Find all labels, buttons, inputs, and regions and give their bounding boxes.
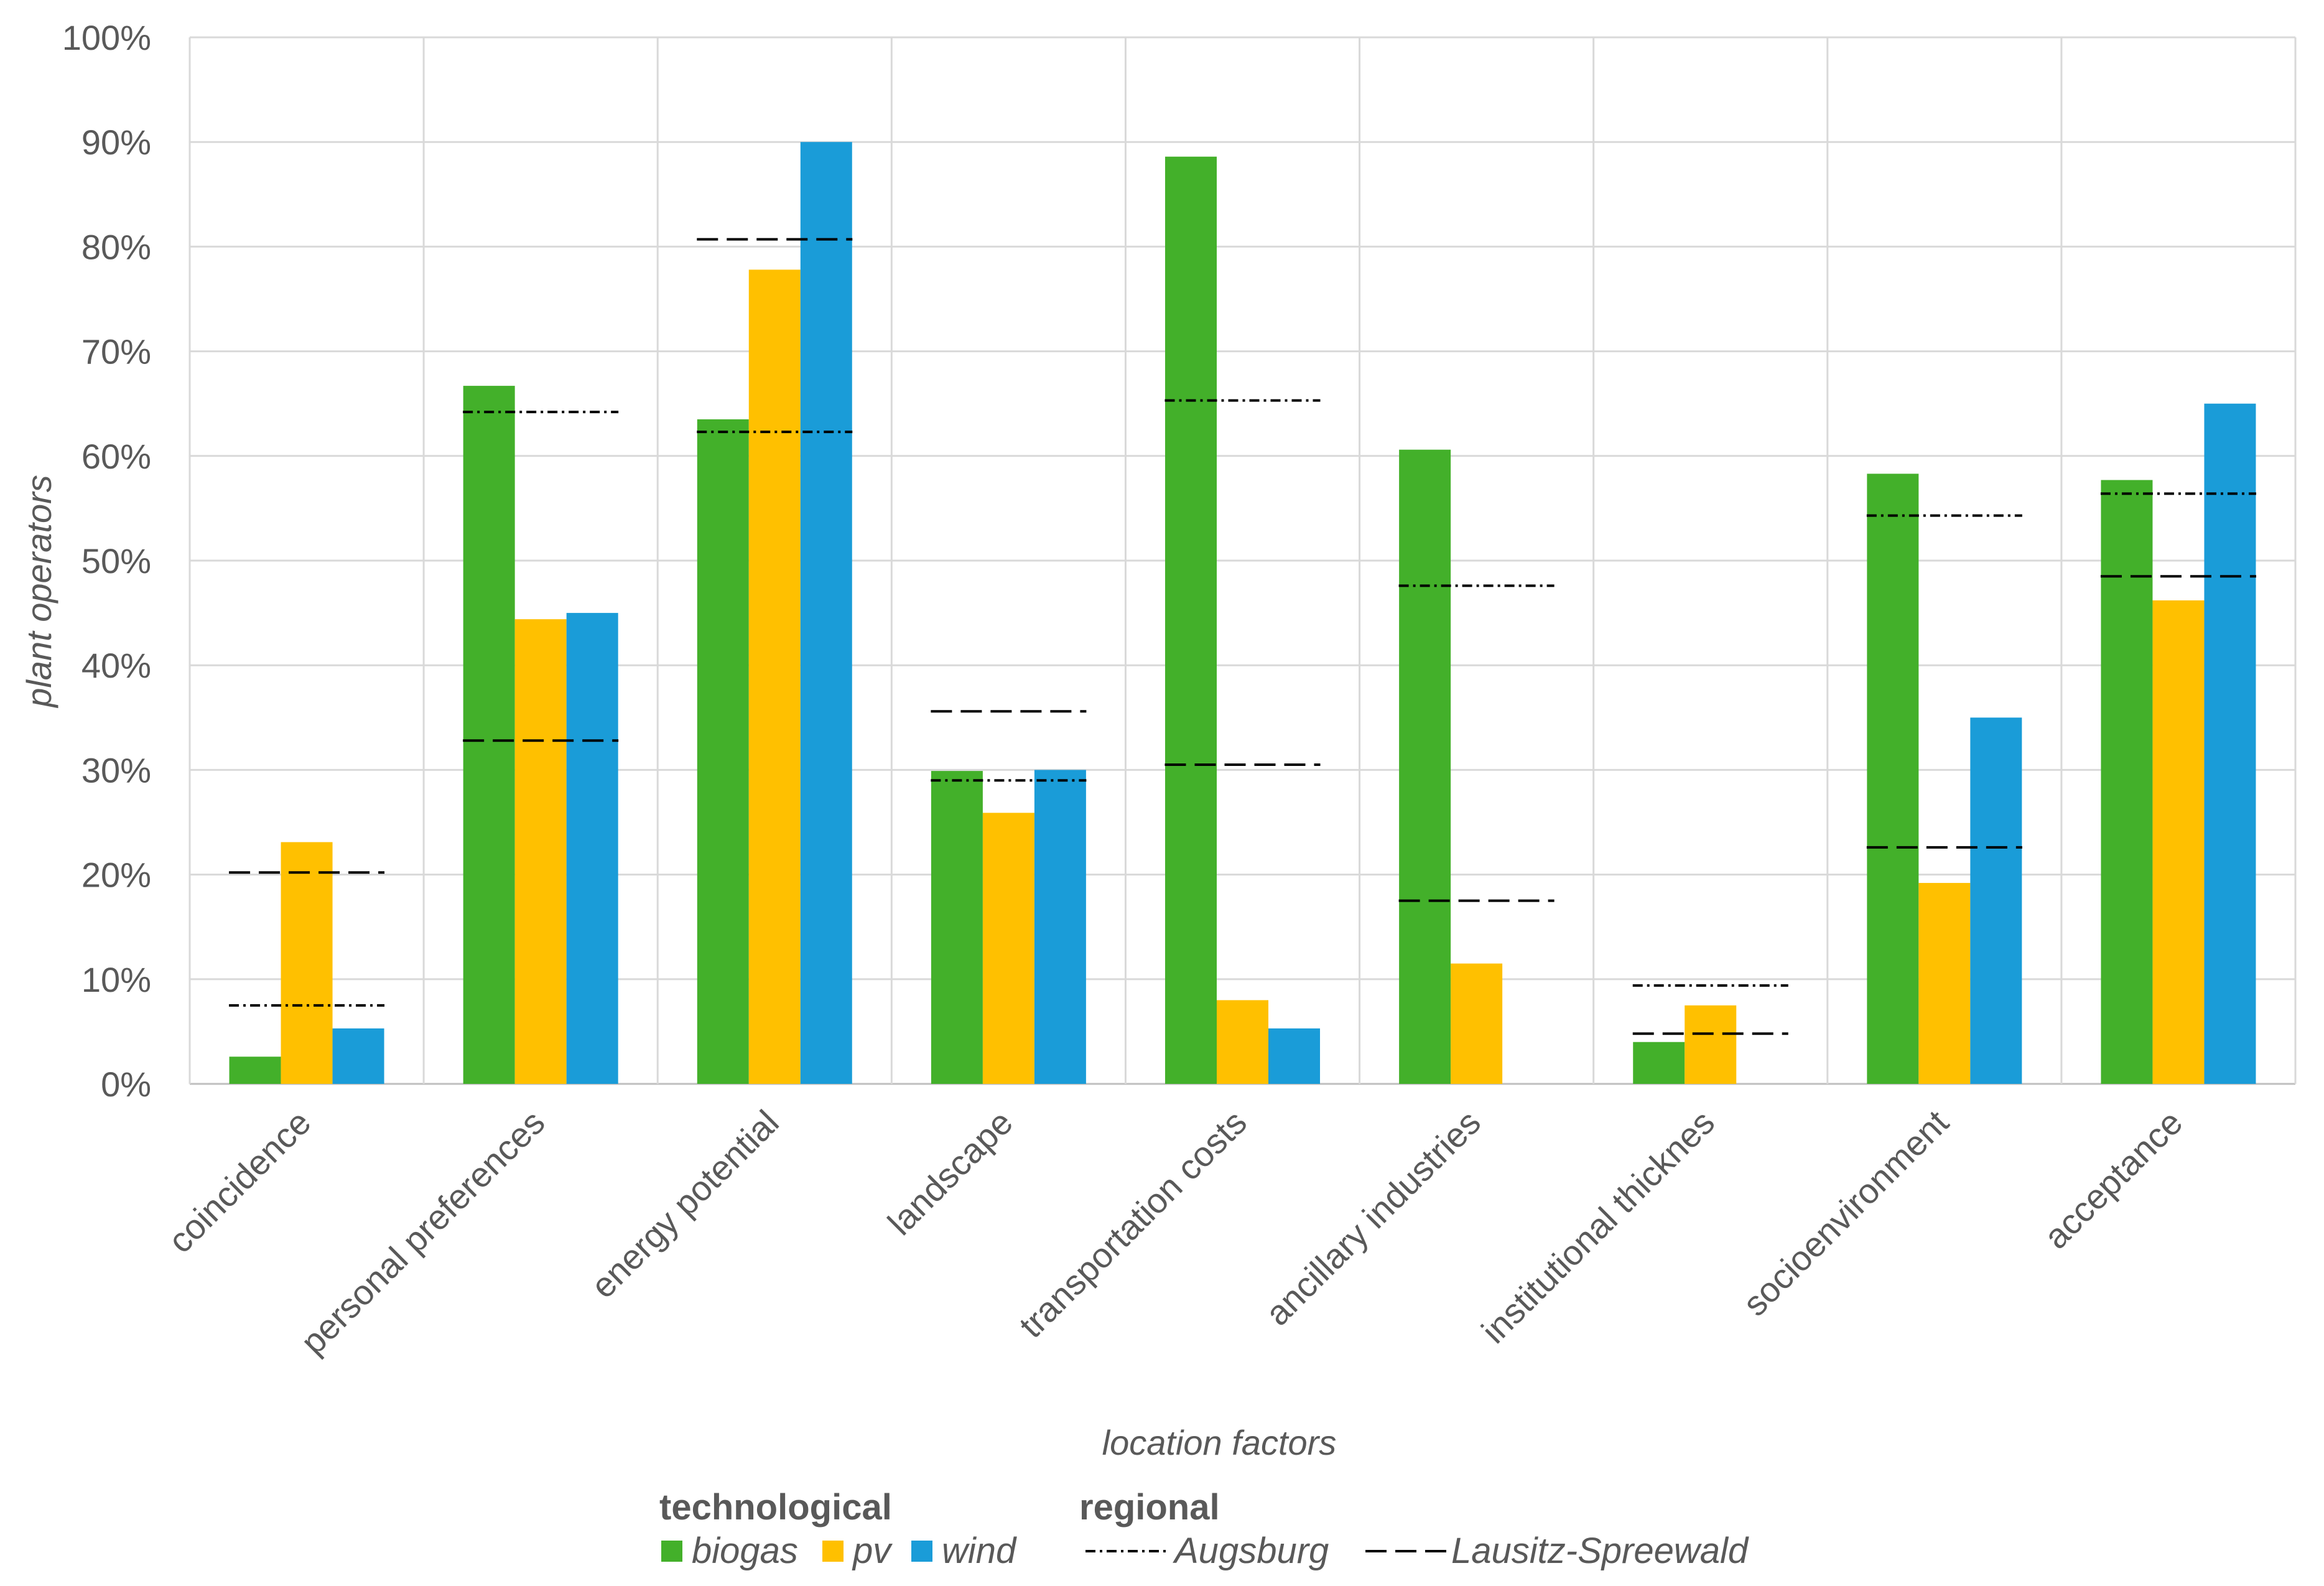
bar-pv (2152, 600, 2205, 1084)
x-category-label: socioenvironment (1735, 1103, 1956, 1323)
y-tick-label: 90% (81, 123, 151, 162)
legend-label-pv: pv (852, 1531, 893, 1571)
legend-label-lausitz-spreewald: Lausitz-Spreewald (1451, 1531, 1749, 1571)
y-tick-label: 10% (81, 960, 151, 999)
legend-label-wind: wind (942, 1531, 1017, 1571)
y-tick-label: 20% (81, 856, 151, 895)
bar-pv (1685, 1005, 1737, 1084)
legend: technological regional biogas pv wind Au… (659, 1487, 1749, 1571)
grid-lines (188, 36, 2297, 1085)
y-tick-label: 70% (81, 332, 151, 371)
bar-biogas (2101, 480, 2153, 1084)
bar-pv (1918, 883, 1971, 1084)
x-category-label: personal preferences (293, 1103, 552, 1362)
y-tick-label: 30% (81, 750, 151, 790)
bar-biogas (697, 419, 749, 1085)
bar-wind (566, 613, 618, 1084)
legend-heading-regional: regional (1079, 1487, 1220, 1528)
y-tick-label: 60% (81, 437, 151, 476)
bar-pv (982, 813, 1034, 1084)
legend-label-augsburg: Augsburg (1173, 1531, 1329, 1571)
x-category-label: institutional thicknes (1474, 1103, 1722, 1351)
y-tick-label: 50% (81, 541, 151, 581)
legend-swatch-biogas (661, 1541, 682, 1562)
legend-swatch-pv (822, 1541, 844, 1562)
bar-pv (1217, 1000, 1268, 1084)
bar-biogas (1165, 156, 1217, 1084)
bar-wind (1034, 770, 1086, 1084)
x-category-label: acceptance (2036, 1103, 2190, 1256)
y-axis-title: plant operators (19, 475, 58, 709)
bar-marks (229, 142, 2256, 1085)
bar-biogas (1867, 473, 1919, 1084)
x-category-label: landscape (880, 1103, 1020, 1243)
bar-pv (281, 842, 333, 1084)
bar-wind (332, 1028, 384, 1084)
y-tick-label: 100% (62, 18, 151, 57)
bar-wind (1970, 717, 2022, 1084)
bar-biogas (1633, 1042, 1685, 1084)
x-category-label: energy potential (583, 1103, 786, 1305)
bar-biogas (1399, 449, 1451, 1084)
y-axis-ticks: 0% 10% 20% 30% 40% 50% 60% 70% 80% 90% 100% (62, 18, 151, 1104)
x-category-label: coincidence (160, 1103, 318, 1261)
bar-wind (1268, 1028, 1320, 1084)
bar-biogas (229, 1057, 281, 1084)
bar-pv (748, 269, 801, 1084)
legend-swatch-wind (911, 1541, 932, 1562)
x-category-label: ancillary industries (1258, 1103, 1488, 1333)
regional-lines (229, 238, 2256, 1035)
y-tick-label: 80% (81, 227, 151, 266)
bar-pv (514, 619, 567, 1084)
bar-pv (1451, 963, 1503, 1084)
bar-wind (2204, 403, 2256, 1085)
bar-biogas (463, 386, 515, 1085)
bar-wind (800, 142, 852, 1085)
legend-heading-technological: technological (659, 1487, 892, 1528)
x-category-label: transportation costs (1011, 1103, 1254, 1345)
bar-biogas (931, 771, 983, 1084)
y-tick-label: 0% (101, 1065, 151, 1104)
legend-label-biogas: biogas (692, 1531, 798, 1571)
y-tick-label: 40% (81, 646, 151, 685)
x-axis-title: location factors (1102, 1423, 1337, 1462)
